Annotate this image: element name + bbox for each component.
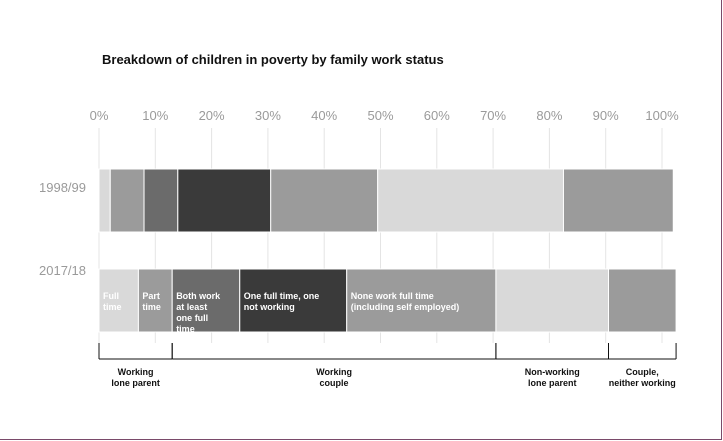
bar-segment <box>171 268 241 333</box>
x-tick-label: 0% <box>90 108 109 123</box>
segment-label: Part time <box>142 291 161 312</box>
group-brackets: Working lone parent Working couple Non-worki… <box>98 343 677 388</box>
bar-segment <box>346 268 497 333</box>
bar-segment <box>143 168 179 233</box>
group-label: Non-working lone parent <box>525 367 580 388</box>
bar-segment <box>177 168 272 233</box>
x-tick-label: 100% <box>645 108 679 123</box>
segment-label: One full time, one not working <box>244 291 320 312</box>
segment-label: Both work at least one full time <box>176 291 221 334</box>
x-tick-label: 30% <box>255 108 281 123</box>
group-label: Couple, neither working <box>609 367 676 388</box>
segment-label: None work full time (including self emplo… <box>351 291 460 312</box>
y-axis-labels: 1998/99 2017/18 <box>39 180 86 278</box>
bar-segment <box>608 268 677 333</box>
group-label: Working lone parent <box>111 367 160 388</box>
bar-segment <box>109 168 145 233</box>
bar-segment <box>270 168 379 233</box>
bar-segment <box>377 168 564 233</box>
y-category-label: 2017/18 <box>39 263 86 278</box>
bar-segment <box>137 268 173 333</box>
bar-segment <box>495 268 610 333</box>
chart-title: Breakdown of children in poverty by fami… <box>102 52 444 67</box>
y-category-label: 1998/99 <box>39 180 86 195</box>
bars <box>98 168 677 333</box>
x-tick-label: 40% <box>311 108 337 123</box>
x-tick-label: 80% <box>536 108 562 123</box>
bar-segment <box>98 168 111 233</box>
group-label: Working couple <box>316 367 352 388</box>
bar-segment <box>562 168 674 233</box>
x-tick-label: 60% <box>424 108 450 123</box>
bar-segment <box>239 268 348 333</box>
x-tick-label: 70% <box>480 108 506 123</box>
x-tick-label: 50% <box>367 108 393 123</box>
segment-label: Full time <box>103 291 122 312</box>
segment-labels: Full time Part time Both work at least one ful… <box>103 291 459 334</box>
x-tick-label: 90% <box>593 108 619 123</box>
x-tick-label: 10% <box>142 108 168 123</box>
x-tick-label: 20% <box>199 108 225 123</box>
bar-segment <box>98 268 139 333</box>
x-axis-ticks: 0% 10% 20% 30% 40% 50% 60% 70% 80% 90% 100% <box>90 108 679 123</box>
